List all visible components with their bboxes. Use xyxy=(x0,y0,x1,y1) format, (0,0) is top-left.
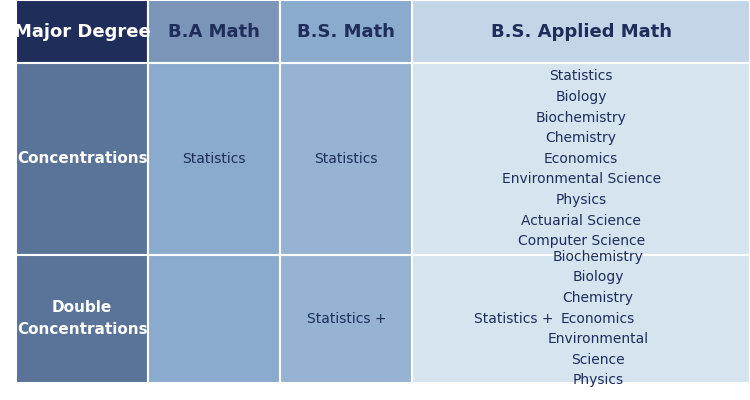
Text: B.S. Math: B.S. Math xyxy=(298,22,395,40)
FancyBboxPatch shape xyxy=(280,254,412,383)
Text: Statistics +: Statistics + xyxy=(307,312,386,326)
FancyBboxPatch shape xyxy=(148,0,280,63)
FancyBboxPatch shape xyxy=(280,0,412,63)
FancyBboxPatch shape xyxy=(148,254,280,383)
FancyBboxPatch shape xyxy=(16,254,148,383)
Text: Major Degree: Major Degree xyxy=(13,22,151,40)
Text: Biochemistry
Biology
Chemistry
Economics
Environmental
Science
Physics: Biochemistry Biology Chemistry Economics… xyxy=(548,250,649,388)
Text: Statistics +: Statistics + xyxy=(474,312,554,326)
Text: B.A Math: B.A Math xyxy=(168,22,260,40)
FancyBboxPatch shape xyxy=(413,63,750,254)
Text: Statistics: Statistics xyxy=(182,152,246,166)
Text: Concentrations: Concentrations xyxy=(16,151,148,166)
Text: B.S. Applied Math: B.S. Applied Math xyxy=(490,22,672,40)
FancyBboxPatch shape xyxy=(413,254,750,383)
FancyBboxPatch shape xyxy=(16,63,148,254)
FancyBboxPatch shape xyxy=(413,0,750,63)
FancyBboxPatch shape xyxy=(148,63,280,254)
Text: Statistics: Statistics xyxy=(314,152,378,166)
FancyBboxPatch shape xyxy=(16,0,148,63)
Text: Double
Concentrations: Double Concentrations xyxy=(16,300,148,337)
Text: Statistics
Biology
Biochemistry
Chemistry
Economics
Environmental Science
Physic: Statistics Biology Biochemistry Chemistr… xyxy=(502,70,661,248)
FancyBboxPatch shape xyxy=(280,63,412,254)
